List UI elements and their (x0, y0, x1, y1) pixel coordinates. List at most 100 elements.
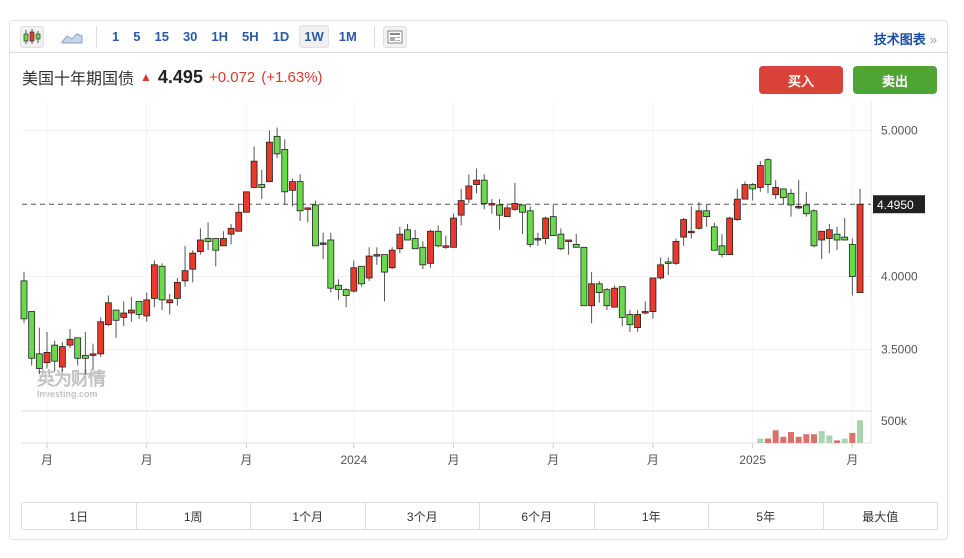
candle-down (212, 238, 220, 251)
candle-up (657, 264, 665, 279)
arrow-up-icon: ▲ (140, 70, 152, 84)
range-3m[interactable]: 3个月 (366, 503, 480, 529)
candle-up (687, 230, 695, 234)
volume-bar (818, 431, 825, 443)
candle-down (434, 230, 442, 247)
y-tick-label: 3.5000 (881, 343, 918, 357)
candle-up (565, 239, 572, 242)
candle-up (289, 181, 296, 191)
candle-down (112, 309, 120, 321)
candle-up (588, 283, 595, 307)
area-chart-icon[interactable] (60, 26, 84, 48)
watermark-en: Investing.com (37, 389, 98, 399)
technical-chart-link[interactable]: 技术图表» (874, 29, 937, 48)
candle-up (450, 217, 457, 248)
candle-up (243, 191, 250, 213)
volume-bar (849, 432, 856, 443)
candle-down (74, 337, 82, 359)
candle-up (503, 207, 511, 218)
candle-down (158, 265, 166, 301)
interval-1w[interactable]: 1W (299, 25, 329, 48)
interval-15[interactable]: 15 (154, 29, 169, 44)
candle-down (81, 354, 89, 359)
candle-up (473, 179, 480, 185)
layout-icon[interactable] (382, 25, 407, 48)
range-1d[interactable]: 1日 (22, 503, 137, 529)
price-change: +0.072 (208, 68, 256, 86)
range-1y[interactable]: 1年 (595, 503, 709, 529)
candle-up (58, 346, 66, 368)
candle-up (150, 264, 158, 299)
candle-up (365, 255, 373, 279)
volume-bar (757, 438, 764, 443)
watermark: 英为财情 Investing.com (37, 365, 106, 399)
candlestick-icon[interactable] (20, 25, 44, 48)
candle-up (266, 141, 273, 182)
candle-up (465, 185, 473, 200)
volume-bar (834, 440, 841, 443)
x-tick-label: 月 (141, 453, 153, 467)
candle-up (672, 241, 680, 264)
candle-down (381, 254, 388, 273)
candle-down (580, 246, 588, 307)
candle-up (89, 353, 97, 356)
interval-1m[interactable]: 1M (338, 29, 357, 44)
candle-up (97, 321, 105, 355)
candle-down (703, 210, 711, 218)
interval-1[interactable]: 1 (112, 29, 120, 44)
range-1m[interactable]: 1个月 (251, 503, 366, 529)
volume-bar (841, 438, 848, 443)
range-1w[interactable]: 1周 (137, 503, 251, 529)
candle-up (818, 230, 826, 241)
candle-down (595, 283, 603, 293)
candle-down (35, 353, 43, 369)
range-6m[interactable]: 6个月 (480, 503, 595, 529)
candle-down (419, 246, 427, 266)
candle-up (396, 233, 404, 250)
candle-down (664, 261, 672, 264)
candle-down (281, 149, 289, 193)
candle-up (772, 187, 780, 196)
candle-up (304, 207, 312, 210)
sell-button[interactable]: 卖出 (853, 66, 937, 94)
instrument-name: 美国十年期国债 (22, 71, 135, 88)
candle-up (227, 227, 235, 235)
candle-up (427, 230, 434, 264)
candle-up (641, 311, 649, 314)
candle-down (549, 216, 557, 237)
buy-button[interactable]: 买入 (759, 66, 843, 94)
range-5y[interactable]: 5年 (709, 503, 824, 529)
candle-down (848, 243, 856, 277)
interval-30[interactable]: 30 (182, 29, 198, 44)
candle-down (572, 243, 580, 248)
volume-bar (795, 436, 802, 443)
candle-up (189, 252, 197, 270)
candle-up (611, 287, 618, 308)
range-max[interactable]: 最大值 (862, 509, 899, 524)
candle-up (127, 309, 135, 314)
interval-5[interactable]: 5 (133, 29, 141, 44)
candle-up (756, 165, 764, 188)
x-tick-label: 月 (846, 453, 858, 467)
interval-1h[interactable]: 1H (211, 29, 229, 44)
candle-down (557, 233, 565, 250)
candle-up (634, 314, 641, 328)
candle-up (457, 200, 465, 216)
candle-up (319, 242, 327, 245)
price-chart[interactable]: 5.0000 4.0000 3.5000 月 月 月 2024 月 月 月 2025 月 4.4950 5… (10, 21, 947, 491)
candle-down (312, 204, 319, 247)
interval-1d[interactable]: 1D (272, 29, 290, 44)
last-price: 4.495 (157, 66, 203, 87)
candle-down (404, 229, 411, 241)
volume-bar (780, 436, 787, 443)
candle-down (810, 210, 818, 247)
candle-down (802, 204, 810, 215)
candle-down (841, 236, 849, 241)
interval-5h[interactable]: 5H (242, 29, 259, 44)
x-tick-label: 月 (240, 453, 252, 467)
candle-down (135, 300, 143, 315)
candle-up (695, 210, 703, 229)
candle-down (718, 245, 726, 255)
volume-bar (857, 420, 864, 443)
x-tick-label: 月 (547, 453, 559, 467)
